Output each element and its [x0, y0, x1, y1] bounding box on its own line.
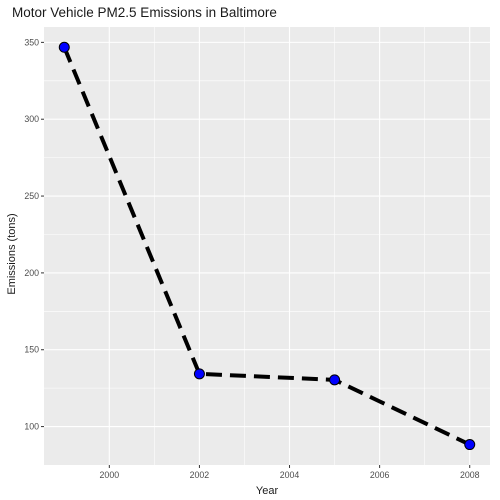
- data-point: [193, 368, 205, 380]
- grid: [44, 27, 490, 465]
- chart-title: Motor Vehicle PM2.5 Emissions in Baltimo…: [12, 5, 277, 20]
- y-axis-title: Emissions (tons): [6, 213, 18, 294]
- y-tick-label: 350: [24, 37, 39, 47]
- data-point: [58, 41, 70, 53]
- series: [58, 41, 476, 451]
- y-tick-label: 300: [24, 114, 39, 124]
- data-point: [329, 374, 341, 386]
- x-axis: 2000 2002 2004 2006 2008: [100, 465, 480, 480]
- y-tick-label: 150: [24, 345, 39, 355]
- x-tick-label: 2006: [370, 470, 390, 480]
- series-line: [62, 46, 471, 447]
- plot-panel: [44, 27, 490, 465]
- y-axis: 100 150 200 250 300 350: [24, 37, 44, 432]
- y-tick-label: 200: [24, 268, 39, 278]
- x-axis-title: Year: [256, 485, 279, 497]
- y-tick-label: 250: [24, 191, 39, 201]
- x-tick-label: 2002: [190, 470, 210, 480]
- x-tick-label: 2008: [460, 470, 480, 480]
- data-point: [464, 439, 476, 451]
- x-tick-label: 2000: [100, 470, 120, 480]
- x-tick-label: 2004: [280, 470, 300, 480]
- y-tick-label: 100: [24, 422, 39, 432]
